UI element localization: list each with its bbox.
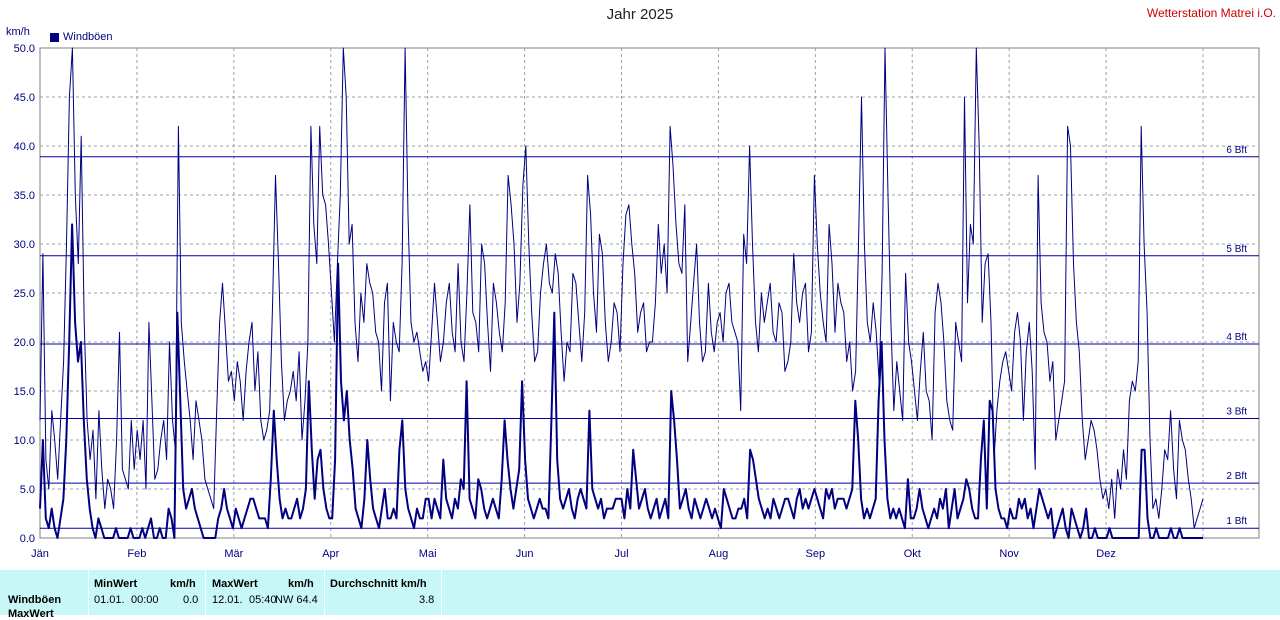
beaufort-label: 1 Bft	[1226, 516, 1247, 527]
stats-row-label: Windböen	[8, 594, 62, 606]
y-tick-label: 0.0	[20, 533, 35, 545]
y-tick-label: 30.0	[14, 239, 35, 251]
avg-value: 3.8	[419, 594, 435, 606]
chart-title: Jahr 2025	[606, 6, 674, 23]
min-time: 00:00	[131, 594, 159, 606]
beaufort-label: 3 Bft	[1226, 406, 1247, 417]
legend-label: Windböen	[63, 31, 113, 43]
grid-lines	[40, 48, 1259, 538]
y-tick-label: 20.0	[14, 337, 35, 349]
legend: Windböen	[50, 31, 113, 43]
beaufort-label: 2 Bft	[1226, 471, 1247, 482]
series-lines	[39, 47, 1204, 539]
y-tick-label: 45.0	[14, 92, 35, 104]
stats-divider	[205, 570, 206, 615]
beaufort-label: 4 Bft	[1226, 332, 1247, 343]
series-line-bold	[39, 223, 1203, 539]
y-tick-label: 15.0	[14, 386, 35, 398]
beaufort-lines: 1 Bft 2 Bft 3 Bft 4 Bft 5 Bft 6 Bft	[40, 145, 1259, 529]
x-tick-label: Mär	[224, 548, 243, 560]
stats-header-avg: Durchschnitt km/h	[330, 578, 427, 590]
chart-canvas: 1 Bft 2 Bft 3 Bft 4 Bft 5 Bft 6 Bft 0.0 5.0 10.…	[14, 43, 1260, 560]
stats-header-min: MinWert	[94, 578, 138, 590]
y-tick-label: 5.0	[20, 484, 35, 496]
stats-table: MinWert km/h MaxWert km/h Durchschnitt k…	[0, 570, 1280, 620]
min-value: 0.0	[183, 594, 199, 606]
stats-header-max-unit: km/h	[288, 578, 314, 590]
x-tick-label: Jun	[516, 548, 534, 560]
y-tick-label: 10.0	[14, 435, 35, 447]
y-axis-unit: km/h	[6, 26, 30, 38]
x-tick-label: Jän	[31, 548, 49, 560]
stats-row-label-2: MaxWert	[8, 608, 54, 620]
y-axis: 0.0 5.0 10.0 15.0 20.0 25.0 30.0 35.0 40.0 45.0 50…	[14, 43, 35, 545]
y-tick-label: 50.0	[14, 43, 35, 55]
stats-header-min-unit: km/h	[170, 578, 196, 590]
max-time: 05:40	[249, 594, 277, 606]
x-tick-label: Nov	[999, 548, 1019, 560]
x-tick-label: Aug	[709, 548, 729, 560]
x-tick-label: Apr	[322, 548, 339, 560]
y-tick-label: 25.0	[14, 288, 35, 300]
beaufort-label: 5 Bft	[1226, 244, 1247, 255]
x-tick-label: Jul	[614, 548, 628, 560]
x-tick-label: Sep	[806, 548, 826, 560]
stats-divider	[324, 570, 325, 615]
max-date: 12.01.	[212, 594, 243, 606]
stats-divider	[88, 570, 89, 615]
y-tick-label: 35.0	[14, 190, 35, 202]
stats-divider	[441, 570, 442, 615]
x-axis: Jän Feb Mär Apr Mai Jun Jul Aug Sep Okt Nov Dez	[31, 548, 1116, 560]
x-tick-label: Okt	[904, 548, 921, 560]
series-line-thin	[39, 47, 1204, 529]
max-value: NW 64.4	[275, 594, 318, 606]
stats-header-max: MaxWert	[212, 578, 258, 590]
legend-swatch	[50, 32, 59, 42]
beaufort-label: 6 Bft	[1226, 145, 1247, 156]
x-tick-label: Dez	[1096, 548, 1116, 560]
station-name: Wetterstation Matrei i.O.	[1146, 6, 1276, 20]
x-tick-label: Feb	[127, 548, 146, 560]
min-date: 01.01.	[94, 594, 125, 606]
y-tick-label: 40.0	[14, 141, 35, 153]
x-tick-label: Mai	[419, 548, 437, 560]
